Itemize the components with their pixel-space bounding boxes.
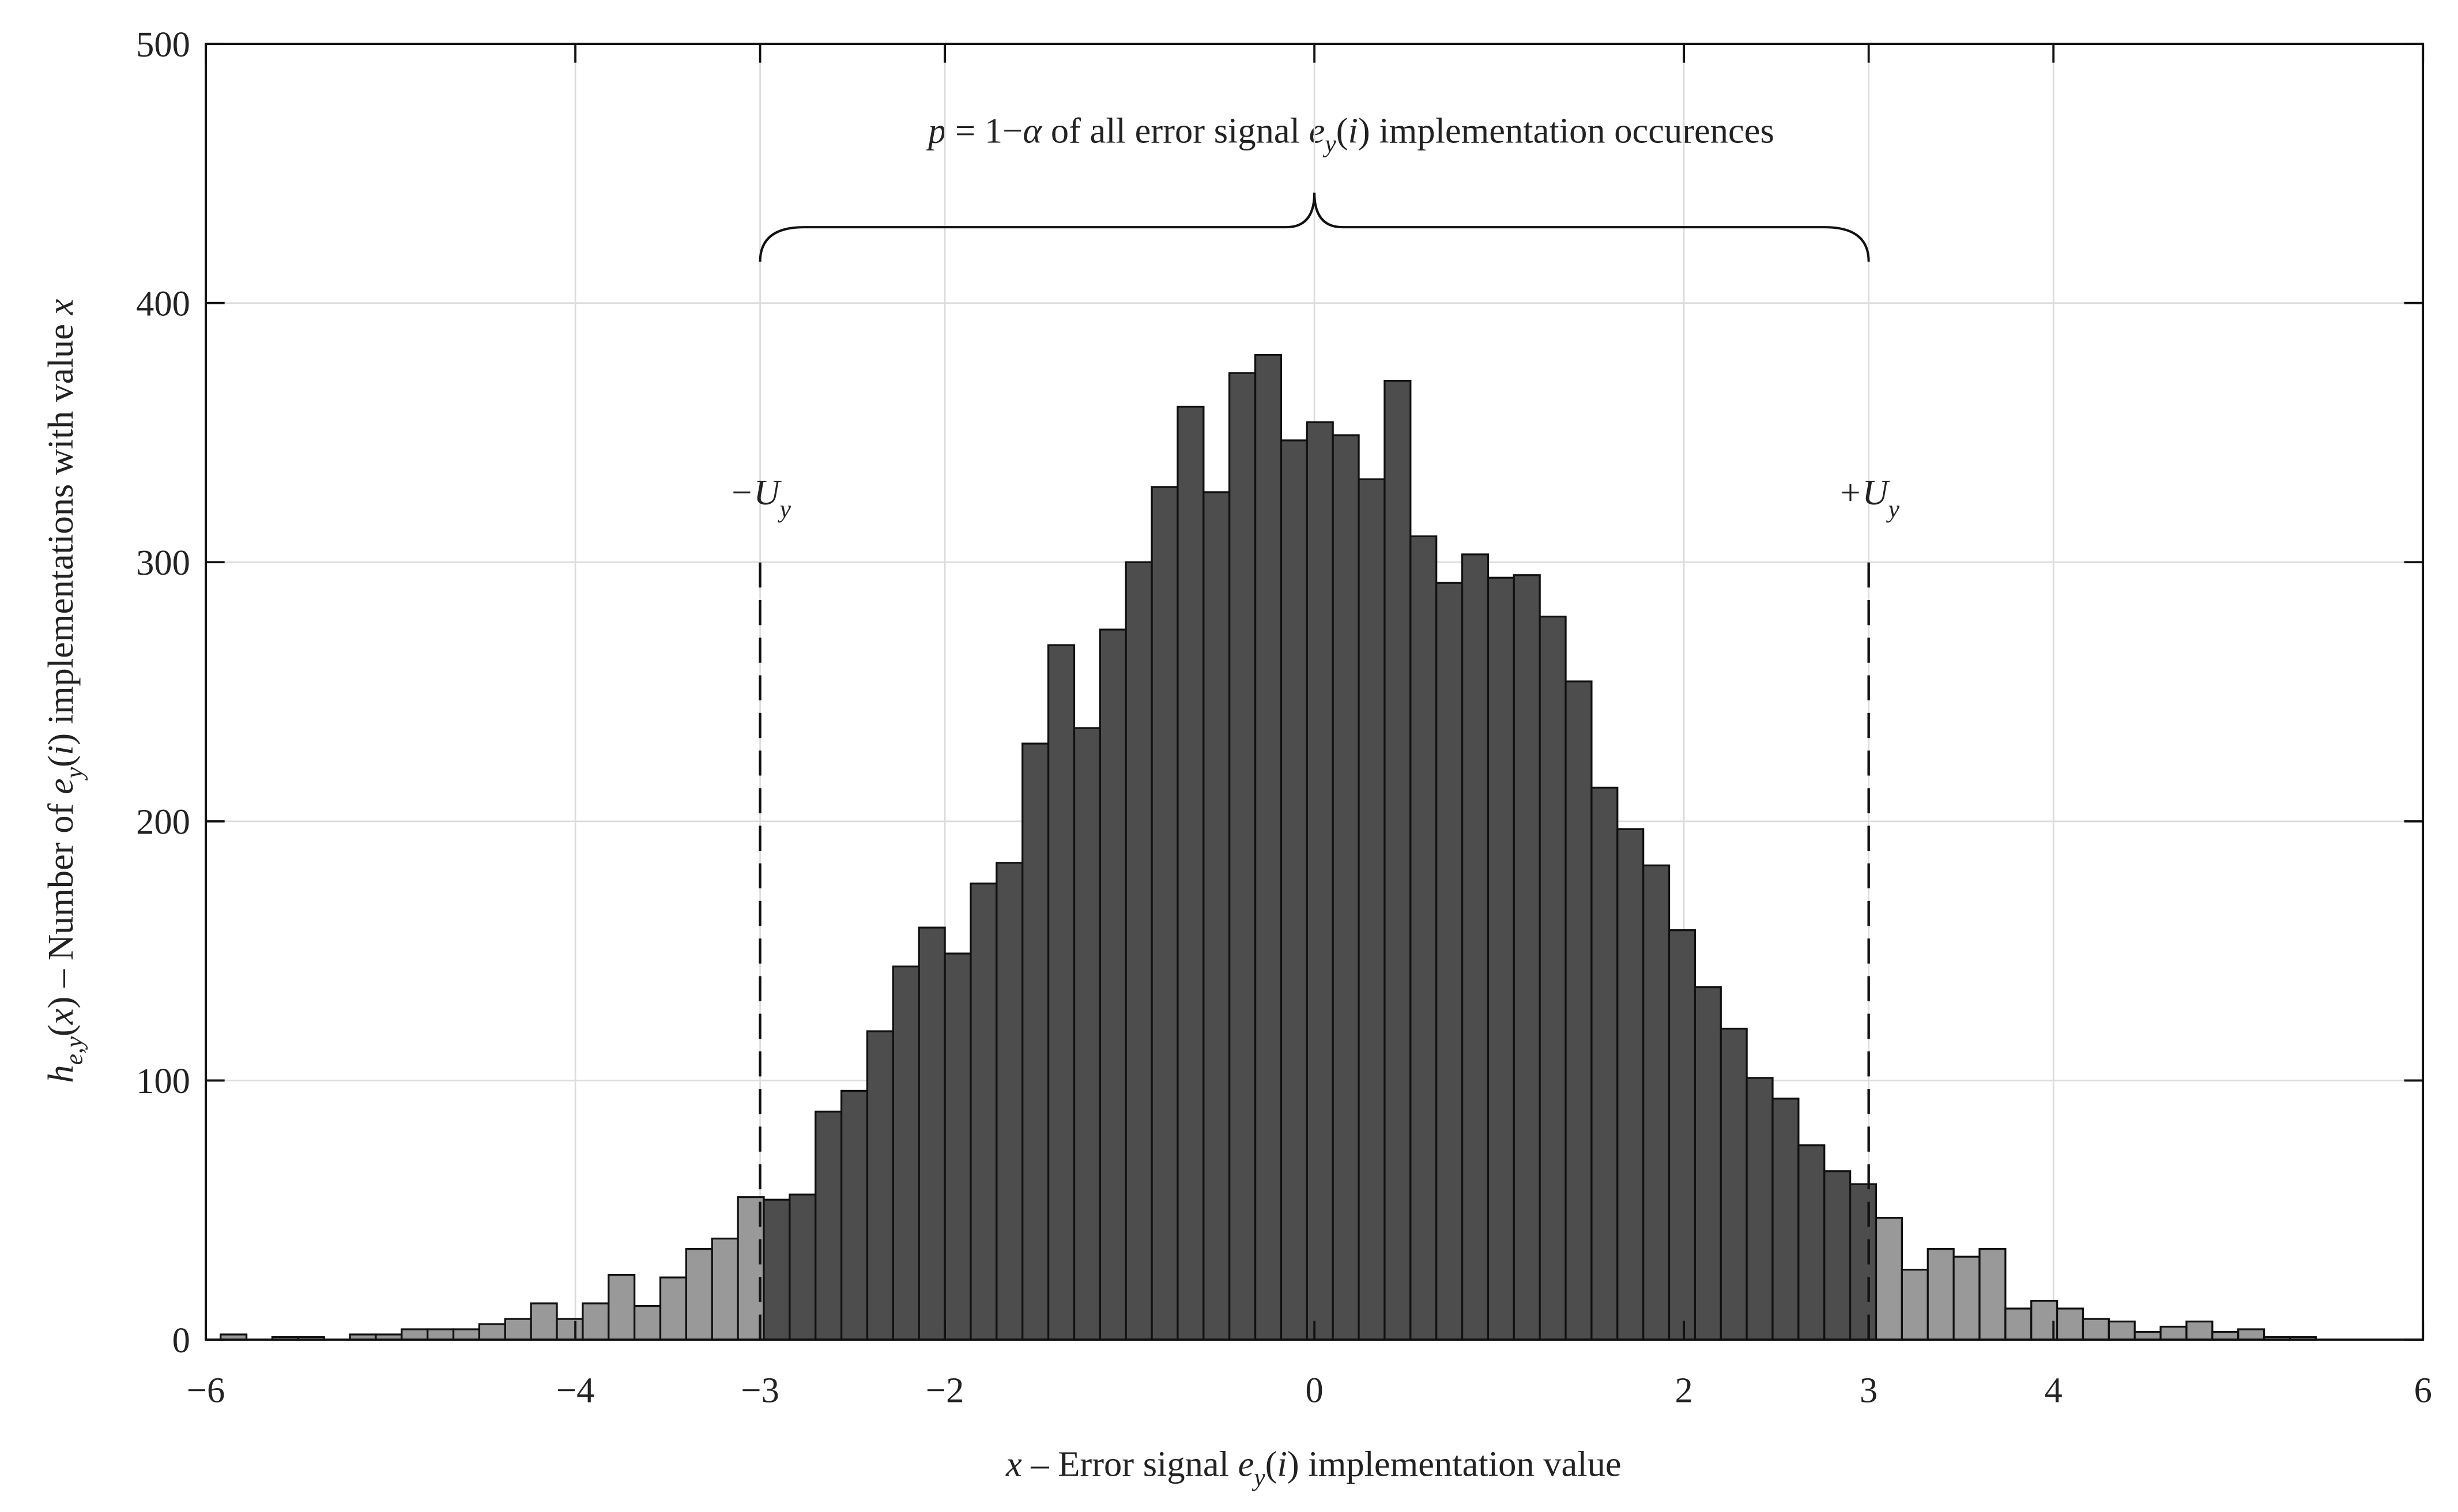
y-tick-label: 0 bbox=[172, 1320, 190, 1360]
bar bbox=[608, 1273, 636, 1341]
bar bbox=[2056, 1307, 2084, 1341]
bar bbox=[1642, 864, 1671, 1341]
bar bbox=[815, 1110, 843, 1341]
bar bbox=[1823, 1170, 1852, 1341]
bar bbox=[1771, 1098, 1800, 1341]
y-axis-label: he,y(x) – Number of ey(i) implementation… bbox=[40, 299, 88, 1083]
x-tick-label: 2 bbox=[1675, 1370, 1693, 1411]
bar bbox=[1564, 680, 1593, 1341]
bar bbox=[1978, 1248, 2007, 1341]
x-tick-label: −2 bbox=[926, 1370, 964, 1411]
bar bbox=[1254, 353, 1283, 1341]
x-tick-label: 6 bbox=[2414, 1370, 2432, 1411]
bar bbox=[918, 926, 946, 1341]
bar bbox=[1616, 828, 1645, 1341]
bar bbox=[1358, 478, 1386, 1341]
bar bbox=[401, 1328, 429, 1341]
bar bbox=[1306, 421, 1334, 1341]
bar bbox=[2133, 1330, 2162, 1341]
bar bbox=[659, 1276, 688, 1341]
bar bbox=[996, 862, 1024, 1341]
chart-title: p = 1−α of all error signal ey(i) implem… bbox=[926, 110, 1774, 157]
bar bbox=[582, 1302, 610, 1341]
bar bbox=[427, 1328, 455, 1341]
y-tick-label: 100 bbox=[136, 1061, 190, 1101]
bar bbox=[2211, 1330, 2240, 1341]
bar bbox=[2185, 1320, 2214, 1341]
x-tick-label: 0 bbox=[1306, 1370, 1324, 1411]
bar bbox=[1228, 372, 1257, 1341]
x-tick-label: −3 bbox=[741, 1370, 779, 1411]
bar bbox=[1797, 1144, 1826, 1341]
bound-label-sub: y bbox=[778, 495, 791, 523]
bar bbox=[789, 1193, 817, 1341]
bar bbox=[1073, 727, 1101, 1341]
bar bbox=[866, 1030, 894, 1341]
bar bbox=[944, 952, 972, 1341]
bar bbox=[1021, 742, 1050, 1341]
bar bbox=[1539, 616, 1567, 1341]
bar bbox=[763, 1198, 791, 1341]
x-tick-label: −4 bbox=[556, 1370, 595, 1411]
bar bbox=[1927, 1248, 1955, 1341]
bar bbox=[1461, 553, 1490, 1341]
bar bbox=[1746, 1077, 1774, 1341]
bar bbox=[2004, 1307, 2033, 1341]
bar bbox=[1590, 786, 1619, 1341]
bar bbox=[1513, 574, 1541, 1341]
bar bbox=[1694, 986, 1722, 1341]
bar bbox=[892, 965, 920, 1341]
bar bbox=[1875, 1217, 1903, 1341]
bar bbox=[530, 1302, 558, 1341]
bar bbox=[1435, 582, 1464, 1341]
bound-label-main: −U bbox=[729, 472, 782, 512]
bar bbox=[711, 1238, 739, 1341]
bar bbox=[685, 1248, 713, 1341]
y-tick-label: 400 bbox=[136, 283, 190, 323]
bar bbox=[1047, 644, 1076, 1341]
bar bbox=[1409, 535, 1438, 1341]
y-tick-label: 500 bbox=[136, 24, 190, 65]
bar bbox=[1125, 561, 1153, 1341]
bar bbox=[556, 1318, 584, 1341]
x-tick-label: 4 bbox=[2045, 1370, 2063, 1411]
bar bbox=[1383, 379, 1412, 1341]
bar bbox=[2237, 1328, 2265, 1341]
bar bbox=[970, 883, 998, 1341]
bar bbox=[1720, 1027, 1748, 1341]
bar bbox=[1151, 486, 1179, 1341]
x-axis-label: x – Error signal ey(i) implementation va… bbox=[1005, 1443, 1622, 1491]
bar bbox=[2108, 1320, 2136, 1341]
y-tick-label: 300 bbox=[136, 542, 190, 583]
bar bbox=[478, 1323, 506, 1341]
bar bbox=[1487, 576, 1515, 1341]
bar bbox=[1332, 434, 1360, 1341]
bound-label-main: +U bbox=[1838, 472, 1890, 512]
bar bbox=[2159, 1325, 2188, 1341]
bar bbox=[452, 1328, 481, 1341]
x-tick-label: 3 bbox=[1860, 1370, 1878, 1411]
bar bbox=[1280, 439, 1308, 1341]
bar bbox=[1849, 1183, 1878, 1341]
bar bbox=[1668, 929, 1697, 1341]
bar bbox=[504, 1318, 532, 1341]
bar bbox=[634, 1304, 662, 1341]
brace bbox=[759, 193, 1870, 262]
bound-label: +Uy bbox=[1838, 472, 1899, 523]
bar bbox=[1177, 405, 1205, 1341]
bar bbox=[1952, 1255, 1981, 1341]
bar bbox=[840, 1089, 869, 1341]
bar bbox=[1099, 628, 1127, 1341]
bar bbox=[1901, 1268, 1929, 1341]
bar bbox=[2082, 1318, 2110, 1341]
bar bbox=[1202, 491, 1231, 1341]
bound-label: −Uy bbox=[729, 472, 791, 523]
x-tick-label: −6 bbox=[187, 1370, 225, 1411]
y-tick-label: 200 bbox=[136, 802, 190, 842]
bound-label-sub: y bbox=[1886, 495, 1900, 523]
